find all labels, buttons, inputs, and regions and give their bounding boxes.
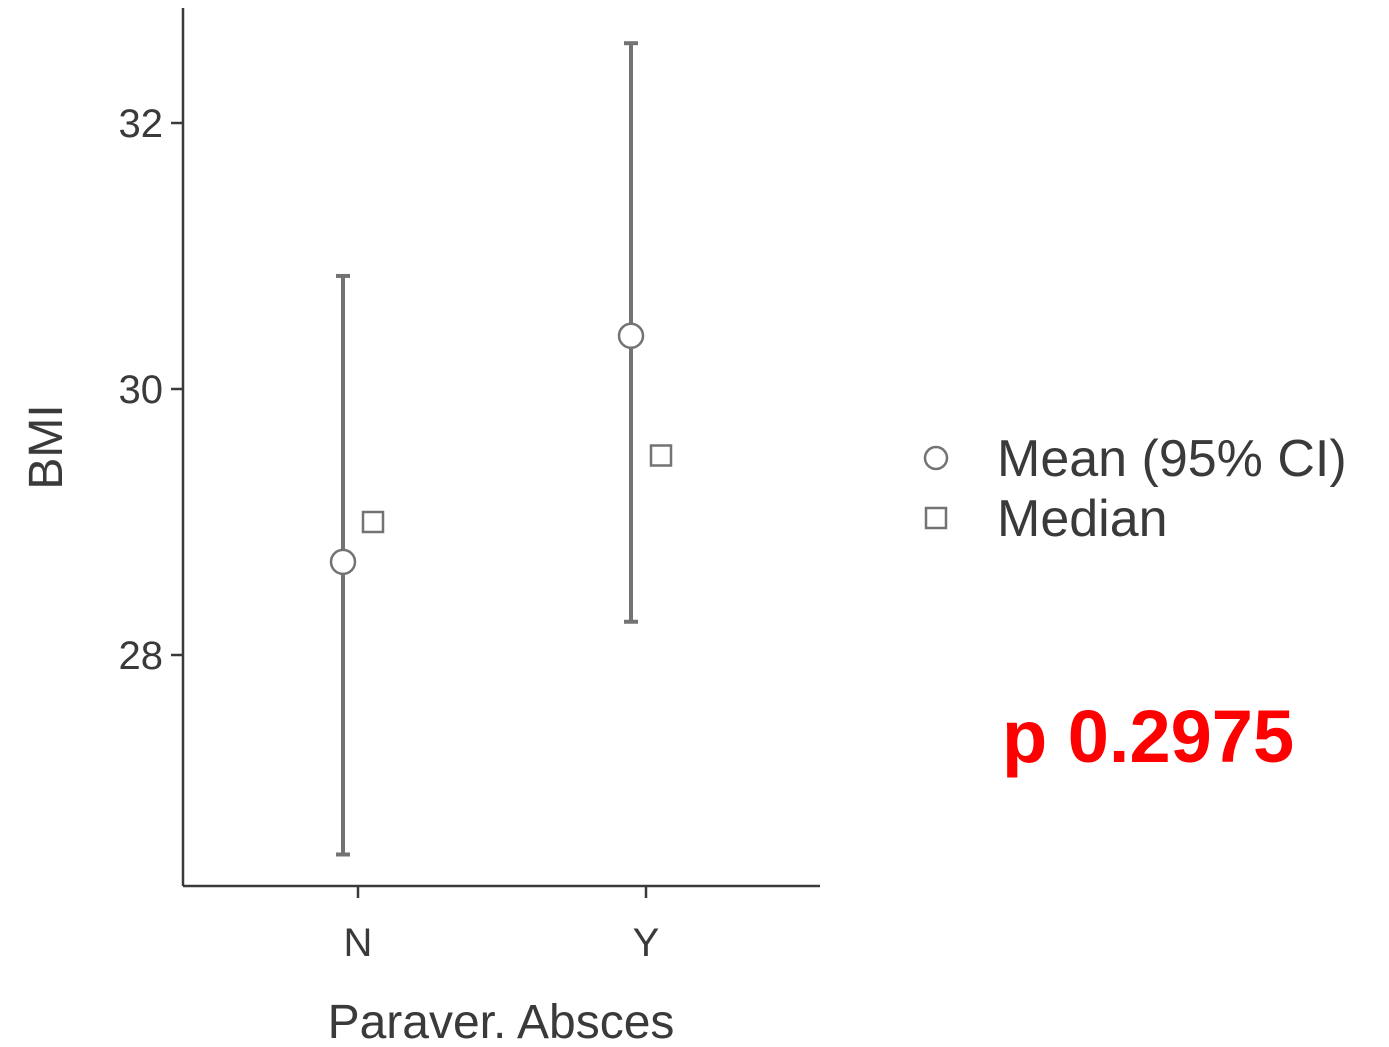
legend-median-marker xyxy=(924,506,948,530)
x-tick-label: N xyxy=(344,921,373,965)
median-point xyxy=(361,510,385,534)
error-bars xyxy=(336,41,638,857)
x-axis-title: Paraver. Absces xyxy=(328,996,675,1047)
mean-point xyxy=(329,548,357,576)
legend-median-label: Median xyxy=(997,490,1168,548)
y-axis: 28 30 32 xyxy=(119,8,185,886)
legend-mean-label: Mean (95% CI) xyxy=(997,430,1347,488)
y-axis-title: BMI xyxy=(20,404,73,489)
x-tick-label: Y xyxy=(633,921,660,965)
median-point xyxy=(649,444,673,467)
mean-point xyxy=(617,322,645,350)
p-value-annotation: p 0.2975 xyxy=(1002,695,1294,778)
y-tick-label: 28 xyxy=(119,634,164,678)
markers xyxy=(329,322,673,576)
legend-mean-marker xyxy=(923,445,949,471)
y-tick-label: 32 xyxy=(119,102,164,146)
y-tick-label: 30 xyxy=(119,368,164,412)
legend: Mean (95% CI)Median xyxy=(923,430,1347,548)
